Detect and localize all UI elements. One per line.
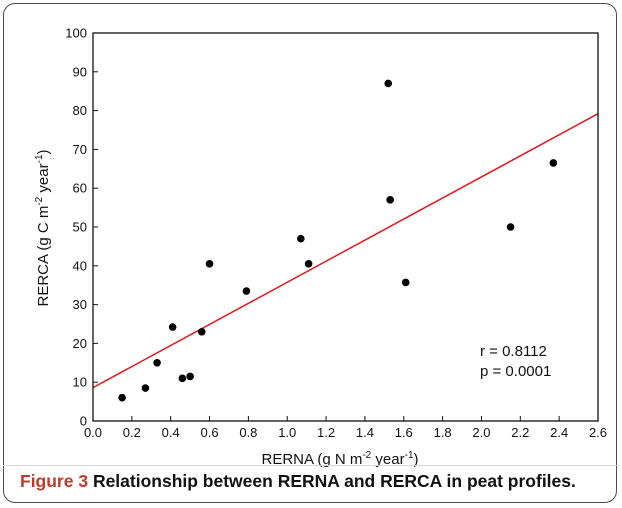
y-tick-label: 60 — [73, 181, 87, 196]
data-point-14 — [401, 278, 410, 287]
annotation-r: r = 0.8112 — [480, 343, 547, 360]
x-tick-label: 1.0 — [278, 425, 296, 440]
data-point-15 — [506, 223, 515, 231]
caption-divider — [3, 465, 617, 466]
x-tick-label: 0.0 — [84, 425, 102, 440]
data-point-12 — [384, 79, 393, 88]
y-tick-label: 80 — [73, 103, 87, 118]
x-tick-label: 0.4 — [162, 425, 180, 440]
figure-frame — [3, 3, 617, 503]
x-tick-label: 1.8 — [434, 425, 452, 440]
regression-line — [92, 113, 599, 389]
y-tick-label: 0 — [80, 414, 87, 429]
x-tick-label: 2.0 — [472, 425, 490, 440]
data-point-2 — [141, 384, 150, 392]
data-point-3 — [153, 359, 161, 367]
data-point-5 — [178, 374, 187, 383]
x-tick-label: 1.4 — [356, 425, 374, 440]
y-tick-label: 30 — [73, 297, 87, 312]
caption-text: Relationship between RERNA and RERCA in … — [88, 471, 576, 491]
y-tick-label: 100 — [65, 26, 87, 41]
x-tick-label: 0.8 — [239, 425, 257, 440]
data-point-11 — [304, 260, 313, 268]
data-point-9 — [242, 287, 251, 295]
x-tick-label: 2.6 — [589, 425, 607, 440]
plot-area — [92, 32, 599, 422]
x-tick-label: 0.2 — [123, 425, 141, 440]
annotation-p: p = 0.0001 — [480, 363, 551, 380]
y-axis-label: RERCA (g C m-2 year-1) — [34, 149, 52, 306]
x-tick-label: 1.6 — [395, 425, 413, 440]
data-point-1 — [118, 393, 126, 402]
x-tick-label: 1.2 — [317, 425, 335, 440]
x-axis-label: RERNA (g N m-2 year-1) — [261, 450, 418, 468]
y-tick-label: 20 — [73, 336, 87, 351]
data-point-8 — [205, 260, 214, 268]
data-point-10 — [297, 234, 305, 243]
data-point-13 — [386, 196, 394, 204]
figure-caption: Figure 3 Relationship between RERNA and … — [20, 471, 610, 492]
x-tick-label: 0.6 — [200, 425, 218, 440]
y-tick-label: 70 — [73, 142, 87, 157]
y-tick-label: 90 — [73, 64, 87, 79]
data-point-6 — [186, 372, 194, 381]
x-tick-label: 2.2 — [511, 425, 529, 440]
data-point-16 — [549, 159, 558, 167]
data-point-7 — [197, 327, 206, 336]
data-point-4 — [168, 323, 177, 331]
y-tick-label: 50 — [73, 220, 87, 235]
y-tick-label: 40 — [73, 258, 87, 273]
y-tick-label: 10 — [73, 375, 87, 390]
x-tick-label: 2.4 — [550, 425, 568, 440]
caption-lead: Figure 3 — [20, 471, 89, 491]
